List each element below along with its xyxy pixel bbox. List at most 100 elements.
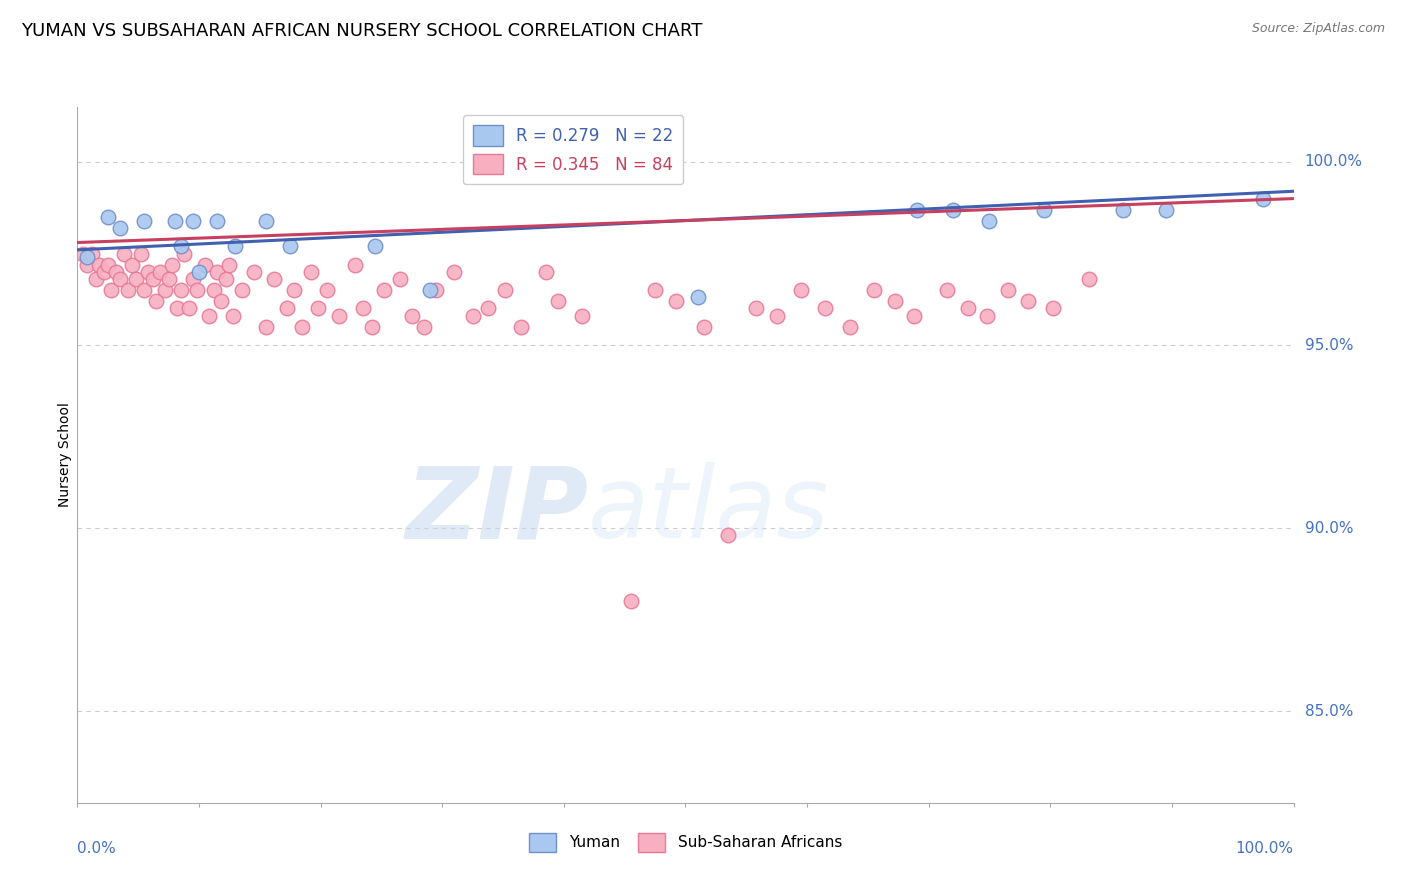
Point bbox=[205, 213, 228, 227]
Y-axis label: Nursery School: Nursery School bbox=[58, 402, 72, 508]
Point bbox=[205, 265, 228, 279]
Point bbox=[291, 319, 314, 334]
Point bbox=[134, 283, 156, 297]
Point bbox=[692, 319, 714, 334]
Point bbox=[181, 272, 204, 286]
Text: ZIP: ZIP bbox=[405, 462, 588, 559]
Legend: Yuman, Sub-Saharan Africans: Yuman, Sub-Saharan Africans bbox=[523, 827, 848, 858]
Point bbox=[93, 265, 115, 279]
Point bbox=[1251, 192, 1274, 206]
Point bbox=[1078, 272, 1101, 286]
Point bbox=[129, 246, 152, 260]
Point bbox=[163, 213, 186, 227]
Point bbox=[242, 265, 264, 279]
Text: Source: ZipAtlas.com: Source: ZipAtlas.com bbox=[1251, 22, 1385, 36]
Text: 0.0%: 0.0% bbox=[77, 841, 117, 856]
Point bbox=[307, 301, 329, 316]
Point bbox=[72, 246, 94, 260]
Point bbox=[276, 301, 298, 316]
Point bbox=[179, 301, 201, 316]
Point bbox=[202, 283, 225, 297]
Point bbox=[717, 528, 740, 542]
Point bbox=[343, 258, 366, 272]
Point bbox=[231, 283, 253, 297]
Point bbox=[665, 294, 688, 309]
Point bbox=[644, 283, 666, 297]
Point bbox=[222, 309, 245, 323]
Point bbox=[620, 594, 643, 608]
Point bbox=[956, 301, 979, 316]
Point bbox=[186, 283, 208, 297]
Point bbox=[1112, 202, 1135, 217]
Point bbox=[197, 309, 219, 323]
Point bbox=[373, 283, 395, 297]
Point bbox=[979, 213, 1001, 227]
Point bbox=[97, 210, 120, 224]
Point bbox=[976, 309, 998, 323]
Point bbox=[401, 309, 423, 323]
Point bbox=[181, 213, 204, 227]
Point bbox=[112, 246, 135, 260]
Point bbox=[425, 283, 447, 297]
Point bbox=[149, 265, 172, 279]
Text: 90.0%: 90.0% bbox=[1305, 521, 1353, 536]
Point bbox=[419, 283, 441, 297]
Point bbox=[224, 239, 246, 253]
Point bbox=[108, 220, 131, 235]
Point bbox=[443, 265, 465, 279]
Point bbox=[263, 272, 285, 286]
Point bbox=[194, 258, 217, 272]
Point bbox=[790, 283, 813, 297]
Point bbox=[188, 265, 211, 279]
Point bbox=[215, 272, 238, 286]
Point bbox=[125, 272, 148, 286]
Point bbox=[1042, 301, 1064, 316]
Point bbox=[283, 283, 305, 297]
Point bbox=[413, 319, 436, 334]
Point bbox=[461, 309, 484, 323]
Text: YUMAN VS SUBSAHARAN AFRICAN NURSERY SCHOOL CORRELATION CHART: YUMAN VS SUBSAHARAN AFRICAN NURSERY SCHO… bbox=[21, 22, 703, 40]
Point bbox=[76, 250, 98, 264]
Point bbox=[571, 309, 593, 323]
Point bbox=[328, 309, 350, 323]
Point bbox=[838, 319, 860, 334]
Point bbox=[108, 272, 131, 286]
Point bbox=[477, 301, 499, 316]
Point bbox=[863, 283, 886, 297]
Point bbox=[121, 258, 143, 272]
Point bbox=[352, 301, 374, 316]
Point bbox=[218, 258, 240, 272]
Point bbox=[76, 258, 98, 272]
Point bbox=[136, 265, 159, 279]
Point bbox=[883, 294, 905, 309]
Text: 95.0%: 95.0% bbox=[1305, 337, 1353, 352]
Point bbox=[494, 283, 516, 297]
Point bbox=[84, 272, 107, 286]
Point bbox=[166, 301, 188, 316]
Point bbox=[134, 213, 156, 227]
Point bbox=[364, 239, 387, 253]
Point bbox=[254, 213, 277, 227]
Point bbox=[80, 246, 103, 260]
Point bbox=[173, 246, 195, 260]
Point bbox=[299, 265, 322, 279]
Text: 85.0%: 85.0% bbox=[1305, 704, 1353, 719]
Point bbox=[745, 301, 768, 316]
Point bbox=[170, 283, 193, 297]
Point bbox=[1033, 202, 1056, 217]
Point bbox=[117, 283, 139, 297]
Point bbox=[97, 258, 120, 272]
Text: 100.0%: 100.0% bbox=[1305, 154, 1362, 169]
Point bbox=[765, 309, 787, 323]
Point bbox=[170, 239, 193, 253]
Point bbox=[997, 283, 1019, 297]
Point bbox=[209, 294, 232, 309]
Point bbox=[105, 265, 128, 279]
Point bbox=[942, 202, 965, 217]
Point bbox=[278, 239, 301, 253]
Point bbox=[534, 265, 557, 279]
Point bbox=[153, 283, 176, 297]
Point bbox=[1017, 294, 1039, 309]
Point bbox=[142, 272, 165, 286]
Point bbox=[157, 272, 180, 286]
